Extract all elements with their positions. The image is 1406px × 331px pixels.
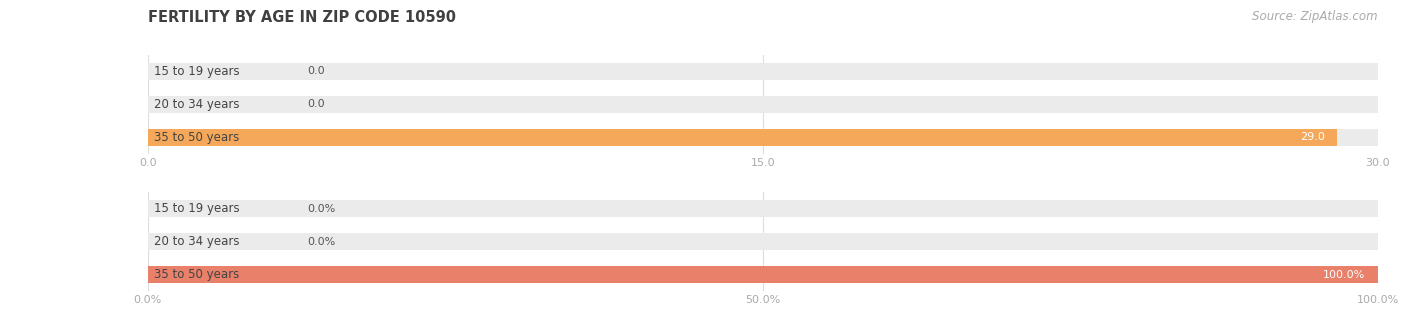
Bar <box>148 233 1378 250</box>
Bar <box>148 266 1378 283</box>
Text: 35 to 50 years: 35 to 50 years <box>153 268 239 281</box>
Text: 29.0: 29.0 <box>1299 132 1324 142</box>
Text: 0.0: 0.0 <box>308 99 325 109</box>
Bar <box>148 266 1378 283</box>
Text: 0.0: 0.0 <box>308 66 325 76</box>
Bar <box>148 129 1337 146</box>
Text: FERTILITY BY AGE IN ZIP CODE 10590: FERTILITY BY AGE IN ZIP CODE 10590 <box>148 10 456 25</box>
Bar <box>148 96 1378 113</box>
Text: 0.0%: 0.0% <box>308 237 336 247</box>
Bar <box>148 63 1378 80</box>
Text: 0.0%: 0.0% <box>308 204 336 213</box>
Bar <box>148 129 1378 146</box>
Text: 15 to 19 years: 15 to 19 years <box>153 202 239 215</box>
Bar <box>148 200 1378 217</box>
Text: 100.0%: 100.0% <box>1323 270 1365 280</box>
Text: Source: ZipAtlas.com: Source: ZipAtlas.com <box>1253 10 1378 23</box>
Text: 15 to 19 years: 15 to 19 years <box>153 65 239 78</box>
Text: 20 to 34 years: 20 to 34 years <box>153 98 239 111</box>
Text: 35 to 50 years: 35 to 50 years <box>153 131 239 144</box>
Text: 20 to 34 years: 20 to 34 years <box>153 235 239 248</box>
